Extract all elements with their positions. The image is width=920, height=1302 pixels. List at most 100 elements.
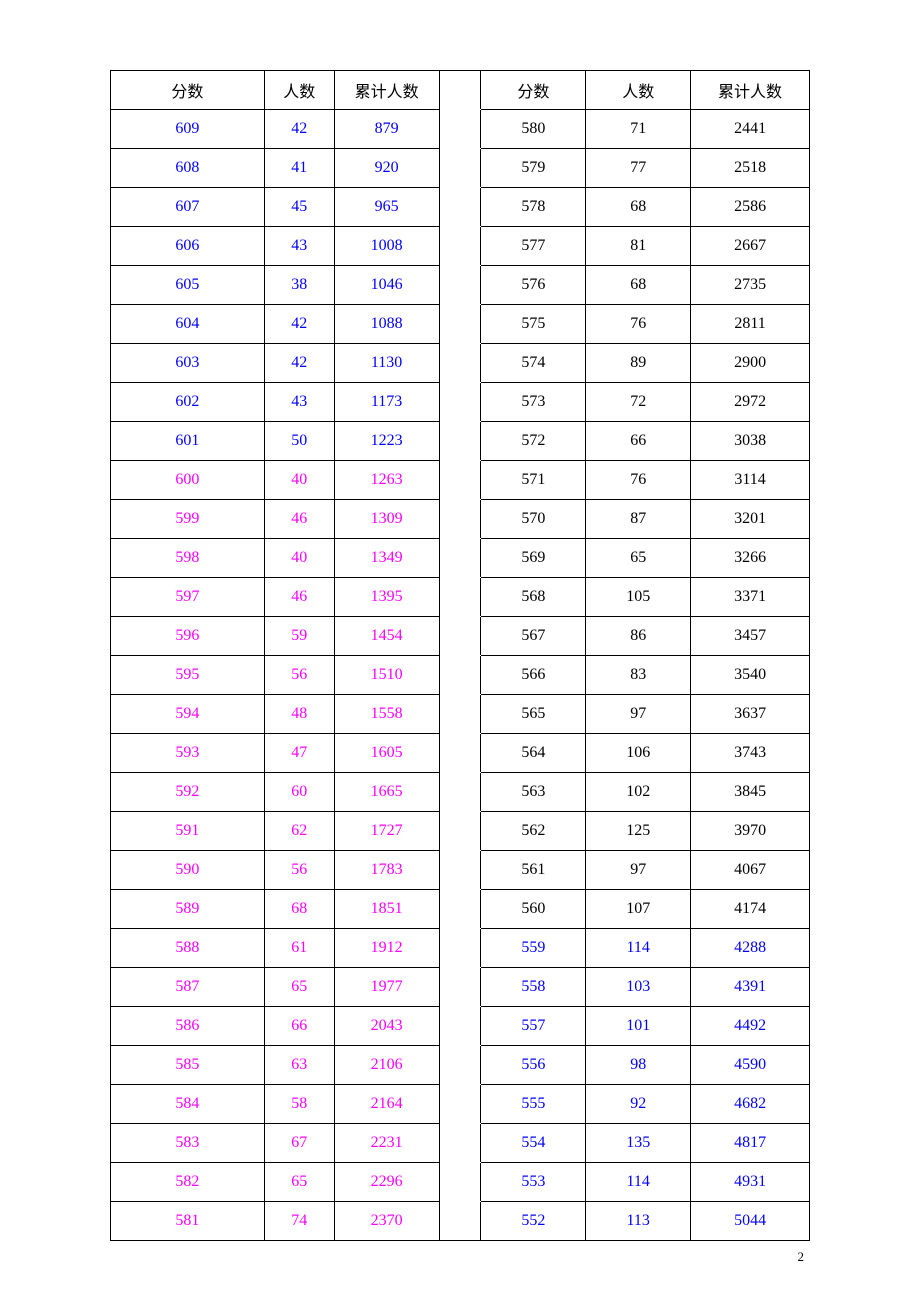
page-number: 2 <box>110 1241 810 1265</box>
cell-score-right: 572 <box>481 422 586 461</box>
header-gap <box>439 71 481 110</box>
cell-cumulative-right: 4391 <box>691 968 810 1007</box>
gap-cell <box>439 1007 481 1046</box>
table-row: 604421088575762811 <box>111 305 810 344</box>
cell-score-left: 609 <box>111 110 265 149</box>
table-row: 5974613955681053371 <box>111 578 810 617</box>
cell-score-left: 587 <box>111 968 265 1007</box>
table-row: 585632106556984590 <box>111 1046 810 1085</box>
cell-score-left: 590 <box>111 851 265 890</box>
table-row: 5896818515601074174 <box>111 890 810 929</box>
table-row: 5916217275621253970 <box>111 812 810 851</box>
gap-cell <box>439 110 481 149</box>
cell-count-right: 106 <box>586 734 691 773</box>
gap-cell <box>439 890 481 929</box>
cell-cumulative-left: 1605 <box>334 734 439 773</box>
table-row: 60942879580712441 <box>111 110 810 149</box>
cell-count-right: 98 <box>586 1046 691 1085</box>
cell-count-right: 83 <box>586 656 691 695</box>
cell-count-left: 74 <box>264 1202 334 1241</box>
cell-count-left: 67 <box>264 1124 334 1163</box>
cell-cumulative-right: 4931 <box>691 1163 810 1202</box>
cell-score-right: 563 <box>481 773 586 812</box>
cell-count-left: 65 <box>264 1163 334 1202</box>
cell-count-left: 62 <box>264 812 334 851</box>
cell-cumulative-right: 3201 <box>691 500 810 539</box>
cell-cumulative-left: 1727 <box>334 812 439 851</box>
cell-cumulative-right: 3970 <box>691 812 810 851</box>
cell-count-right: 103 <box>586 968 691 1007</box>
table-row: 606431008577812667 <box>111 227 810 266</box>
cell-count-right: 125 <box>586 812 691 851</box>
table-row: 603421130574892900 <box>111 344 810 383</box>
cell-cumulative-right: 4067 <box>691 851 810 890</box>
gap-cell <box>439 461 481 500</box>
cell-count-left: 42 <box>264 305 334 344</box>
cell-cumulative-left: 1977 <box>334 968 439 1007</box>
cell-score-left: 603 <box>111 344 265 383</box>
cell-score-left: 592 <box>111 773 265 812</box>
gap-cell <box>439 734 481 773</box>
gap-cell <box>439 1163 481 1202</box>
cell-cumulative-left: 1088 <box>334 305 439 344</box>
cell-cumulative-right: 4288 <box>691 929 810 968</box>
gap-cell <box>439 773 481 812</box>
cell-count-left: 56 <box>264 656 334 695</box>
cell-score-left: 588 <box>111 929 265 968</box>
cell-count-left: 42 <box>264 344 334 383</box>
cell-cumulative-right: 2667 <box>691 227 810 266</box>
cell-score-left: 593 <box>111 734 265 773</box>
table-row: 590561783561974067 <box>111 851 810 890</box>
table-row: 584582164555924682 <box>111 1085 810 1124</box>
cell-score-right: 579 <box>481 149 586 188</box>
gap-cell <box>439 383 481 422</box>
cell-count-right: 86 <box>586 617 691 656</box>
cell-count-right: 76 <box>586 305 691 344</box>
table-row: 602431173573722972 <box>111 383 810 422</box>
cell-count-right: 92 <box>586 1085 691 1124</box>
gap-cell <box>439 149 481 188</box>
header-score-left: 分数 <box>111 71 265 110</box>
cell-score-left: 598 <box>111 539 265 578</box>
header-score-right: 分数 <box>481 71 586 110</box>
cell-cumulative-left: 2164 <box>334 1085 439 1124</box>
table-row: 5836722315541354817 <box>111 1124 810 1163</box>
cell-cumulative-right: 2586 <box>691 188 810 227</box>
cell-cumulative-left: 1223 <box>334 422 439 461</box>
cell-score-left: 594 <box>111 695 265 734</box>
cell-score-right: 561 <box>481 851 586 890</box>
cell-score-right: 555 <box>481 1085 586 1124</box>
cell-count-right: 135 <box>586 1124 691 1163</box>
cell-count-left: 66 <box>264 1007 334 1046</box>
table-row: 5817423705521135044 <box>111 1202 810 1241</box>
header-cumulative-right: 累计人数 <box>691 71 810 110</box>
table-row: 5934716055641063743 <box>111 734 810 773</box>
cell-count-left: 40 <box>264 539 334 578</box>
cell-count-left: 48 <box>264 695 334 734</box>
cell-cumulative-left: 1349 <box>334 539 439 578</box>
cell-cumulative-left: 1173 <box>334 383 439 422</box>
cell-count-right: 105 <box>586 578 691 617</box>
gap-cell <box>439 539 481 578</box>
cell-cumulative-right: 3457 <box>691 617 810 656</box>
cell-score-left: 583 <box>111 1124 265 1163</box>
cell-score-right: 566 <box>481 656 586 695</box>
gap-cell <box>439 188 481 227</box>
cell-count-right: 107 <box>586 890 691 929</box>
cell-cumulative-left: 1510 <box>334 656 439 695</box>
cell-cumulative-left: 1008 <box>334 227 439 266</box>
cell-cumulative-left: 1912 <box>334 929 439 968</box>
cell-score-left: 591 <box>111 812 265 851</box>
gap-cell <box>439 227 481 266</box>
cell-score-right: 567 <box>481 617 586 656</box>
cell-count-right: 71 <box>586 110 691 149</box>
cell-score-left: 608 <box>111 149 265 188</box>
table-row: 601501223572663038 <box>111 422 810 461</box>
header-count-right: 人数 <box>586 71 691 110</box>
cell-cumulative-left: 1665 <box>334 773 439 812</box>
cell-cumulative-right: 3743 <box>691 734 810 773</box>
cell-cumulative-right: 3266 <box>691 539 810 578</box>
table-header-row: 分数 人数 累计人数 分数 人数 累计人数 <box>111 71 810 110</box>
cell-cumulative-right: 5044 <box>691 1202 810 1241</box>
table-row: 605381046576682735 <box>111 266 810 305</box>
